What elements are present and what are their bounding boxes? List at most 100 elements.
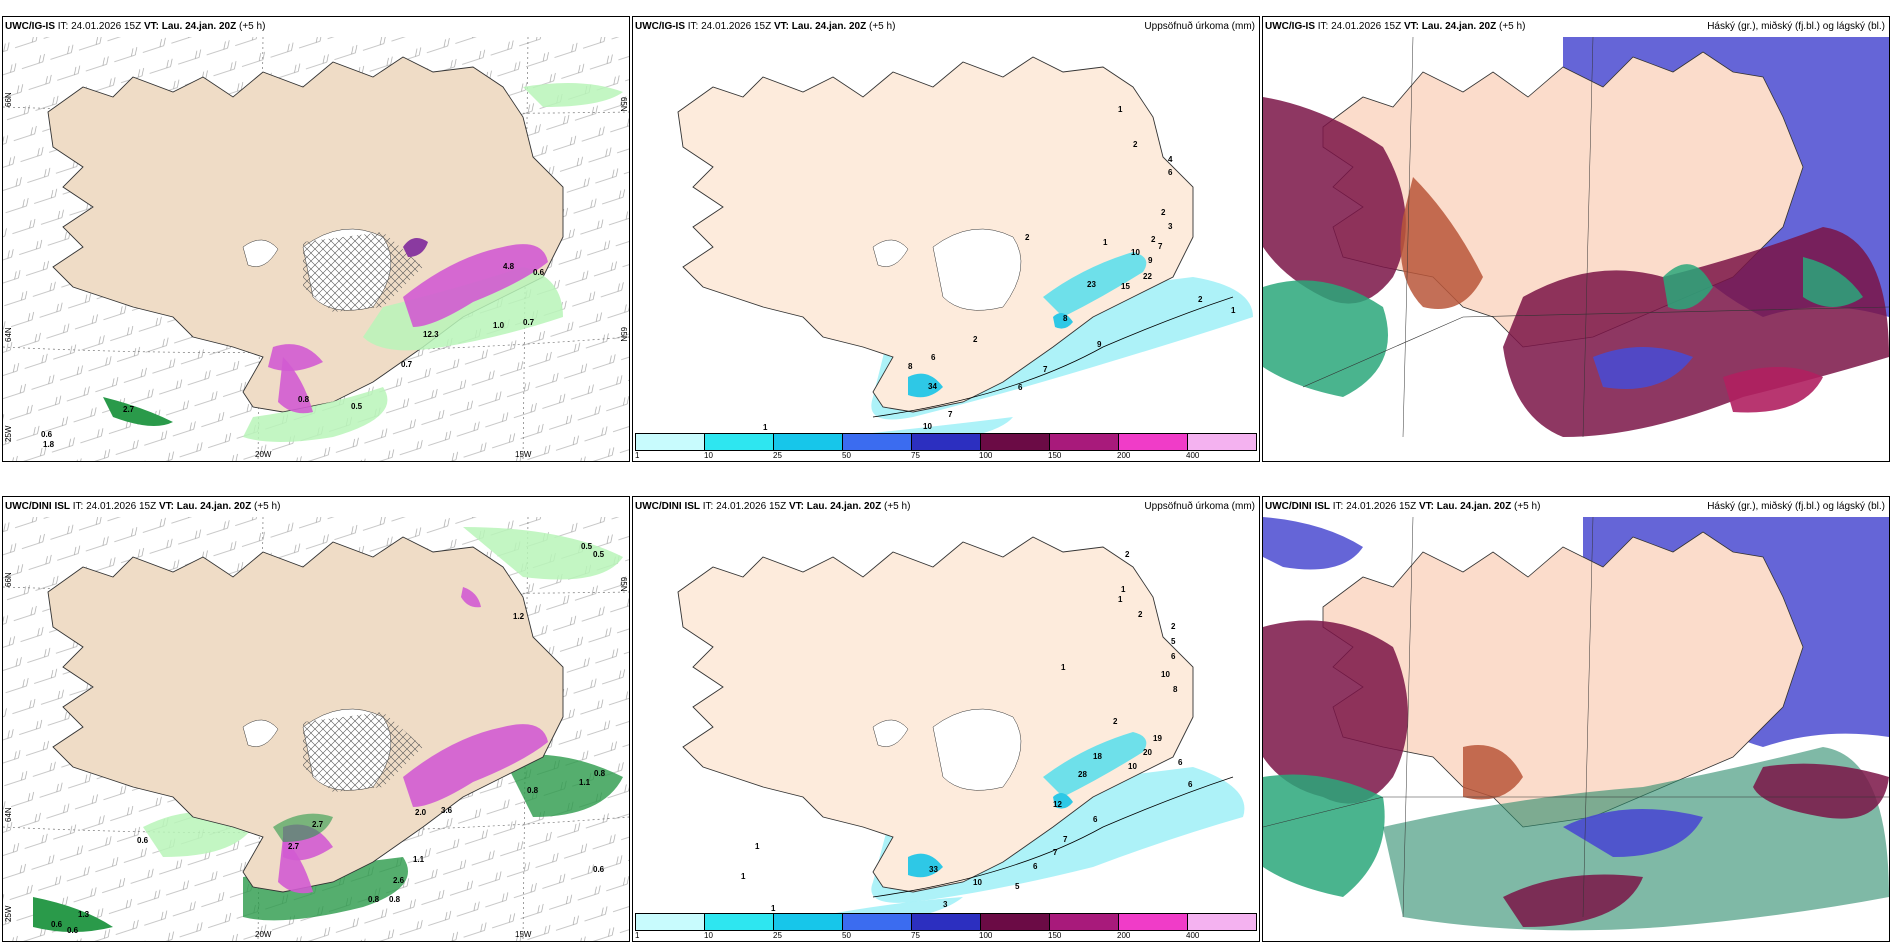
- colorbar-tick: 200: [1117, 931, 1131, 940]
- panel-title: UWC/IG-IS IT: 24.01.2026 15Z VT: Lau. 24…: [5, 21, 266, 32]
- accum-value-label: 23: [1087, 280, 1096, 289]
- accum-value-label: 18: [1093, 752, 1102, 761]
- colorbar-segment: [774, 434, 843, 450]
- accum-value-label: 1: [1061, 663, 1066, 672]
- colorbar-tick: 10: [704, 451, 713, 460]
- precip-value-label: 0.6: [593, 865, 605, 874]
- panel-right-title: Uppsöfnuð úrkoma (mm): [1144, 21, 1255, 32]
- colorbar-segment: [774, 914, 843, 930]
- accum-value-label: 3: [1168, 222, 1173, 231]
- precip-value-label: 1.2: [513, 612, 525, 621]
- colorbar-segment: [705, 434, 774, 450]
- panel-title: UWC/DINI ISL IT: 24.01.2026 15Z VT: Lau.…: [1265, 501, 1541, 512]
- precip-value-label: 0.6: [41, 430, 53, 439]
- accum-value-label: 34: [928, 382, 937, 391]
- precip-value-label: 2.7: [288, 842, 300, 851]
- precip-value-label: 0.6: [67, 926, 79, 935]
- axis-label-66n: 66N: [4, 572, 13, 587]
- accum-value-label: 19: [1153, 734, 1162, 743]
- precip-value-label: 0.5: [351, 402, 363, 411]
- panel-title: UWC/IG-IS IT: 24.01.2026 15Z VT: Lau. 24…: [1265, 21, 1526, 32]
- colorbar-ticks: 1 10 25 50 75 100 150 200 400: [635, 451, 1255, 461]
- axis-label-15w: 15W: [515, 450, 532, 459]
- axis-label-64n: 64N: [4, 327, 13, 342]
- precip-value-label: 1.1: [579, 778, 591, 787]
- accum-value-label: 7: [1053, 848, 1058, 857]
- accum-value-label: 10: [923, 422, 932, 431]
- accum-value-label: 2: [973, 335, 978, 344]
- colorbar-tick: 10: [704, 931, 713, 940]
- panel-title: UWC/IG-IS IT: 24.01.2026 15Z VT: Lau. 24…: [635, 21, 896, 32]
- precip-colorbar: [635, 913, 1257, 931]
- colorbar-segment: [636, 914, 705, 930]
- precip-value-label: 2.0: [415, 808, 427, 817]
- precip-value-label: 0.5: [581, 542, 593, 551]
- panel-bottom-right-clouds: UWC/DINI ISL IT: 24.01.2026 15Z VT: Lau.…: [1262, 496, 1890, 942]
- colorbar-tick: 400: [1186, 931, 1200, 940]
- accum-value-label: 6: [1178, 758, 1183, 767]
- accumulated-precip-map: 2 1 1 2 2 5 6 10 8 1 2 19 20 10 6 6 18 2…: [677, 536, 1245, 927]
- colorbar-tick: 100: [979, 451, 993, 460]
- colorbar-segment: [705, 914, 774, 930]
- accum-value-label: 8: [1063, 314, 1068, 323]
- precip-value-label: 1.1: [413, 855, 425, 864]
- accum-value-label: 2: [1161, 208, 1166, 217]
- accumulated-precip-map: 1 2 4 6 2 3 2 7 10 9 22 15 2 1 1 2 23 8 …: [677, 56, 1253, 447]
- precip-value-labels: 0.5 0.6 2.7 2.0 3.6 0.8 0.8 1.1 0.8 1.1 …: [51, 542, 606, 935]
- panel-bottom-middle-accum-precip: UWC/DINI ISL IT: 24.01.2026 15Z VT: Lau.…: [632, 496, 1260, 942]
- accum-value-label: 7: [1063, 835, 1068, 844]
- precip-value-label: 0.8: [527, 786, 539, 795]
- colorbar-tick: 150: [1048, 451, 1062, 460]
- cloud-cover-map: [1263, 516, 1889, 941]
- axis-label-65n-right: 65N: [619, 97, 628, 112]
- accum-value-label: 1: [1118, 105, 1123, 114]
- accum-value-label: 6: [931, 353, 936, 362]
- precip-value-label: 1.3: [78, 910, 90, 919]
- accum-value-label: 2: [1133, 140, 1138, 149]
- precip-value-label: 0.5: [593, 550, 605, 559]
- axis-label-25w: 25W: [4, 425, 13, 442]
- accum-value-label: 10: [973, 878, 982, 887]
- colorbar-segment: [1188, 434, 1256, 450]
- iceland-landmass: [47, 536, 564, 893]
- accum-value-label: 7: [1043, 365, 1048, 374]
- axis-label-64n: 64N: [4, 807, 13, 822]
- precip-value-label: 1.0: [493, 321, 505, 330]
- colorbar-segment: [843, 914, 912, 930]
- precip-wind-map: 20W 15W 66N 64N 65N 25W 65N 2.7 1.8 0.5 …: [3, 36, 629, 461]
- colorbar-segment: [1050, 914, 1119, 930]
- panel-right-title: Uppsöfnuð úrkoma (mm): [1144, 501, 1255, 512]
- panel-title: UWC/DINI ISL IT: 24.01.2026 15Z VT: Lau.…: [635, 501, 911, 512]
- accum-value-label: 9: [1097, 340, 1102, 349]
- axis-label-65n-right-lower: 65N: [619, 327, 628, 342]
- precip-value-label: 2.6: [393, 876, 405, 885]
- precip-value-label: 3.6: [441, 806, 453, 815]
- accum-value-label: 20: [1143, 748, 1152, 757]
- precip-value-label: 0.8: [389, 895, 401, 904]
- colorbar-tick: 200: [1117, 451, 1131, 460]
- accum-value-label: 1: [763, 423, 768, 432]
- accum-value-label: 7: [1158, 242, 1163, 251]
- accum-value-label: 10: [1131, 248, 1140, 257]
- accum-value-label: 8: [908, 362, 913, 371]
- accum-value-label: 12: [1053, 800, 1062, 809]
- accum-value-label: 6: [1093, 815, 1098, 824]
- accum-value-label: 9: [1148, 256, 1153, 265]
- accum-value-label: 10: [1161, 670, 1170, 679]
- colorbar-tick: 25: [773, 931, 782, 940]
- precip-wind-map: 20W 15W 66N 64N 65N 25W 0.5 0.6 2.7 2.0 …: [3, 516, 629, 941]
- colorbar-segment: [1119, 914, 1188, 930]
- accum-value-label: 2: [1125, 550, 1130, 559]
- accum-value-label: 6: [1018, 383, 1023, 392]
- accum-value-labels: 2 1 1 2 2 5 6 10 8 1 2 19 20 10 6 6 18 2…: [741, 550, 1193, 913]
- panel-right-title: Háský (gr.), miðský (fj.bl.) og lágský (…: [1707, 21, 1885, 32]
- precip-value-label: 1.8: [43, 440, 55, 449]
- accum-value-label: 1: [741, 872, 746, 881]
- accum-value-label: 8: [1173, 685, 1178, 694]
- accum-value-label: 1: [1231, 306, 1236, 315]
- colorbar-segment: [981, 434, 1050, 450]
- accum-value-label: 1: [1121, 585, 1126, 594]
- accum-value-label: 2: [1198, 295, 1203, 304]
- accum-value-label: 33: [929, 865, 938, 874]
- accum-value-label: 1: [755, 842, 760, 851]
